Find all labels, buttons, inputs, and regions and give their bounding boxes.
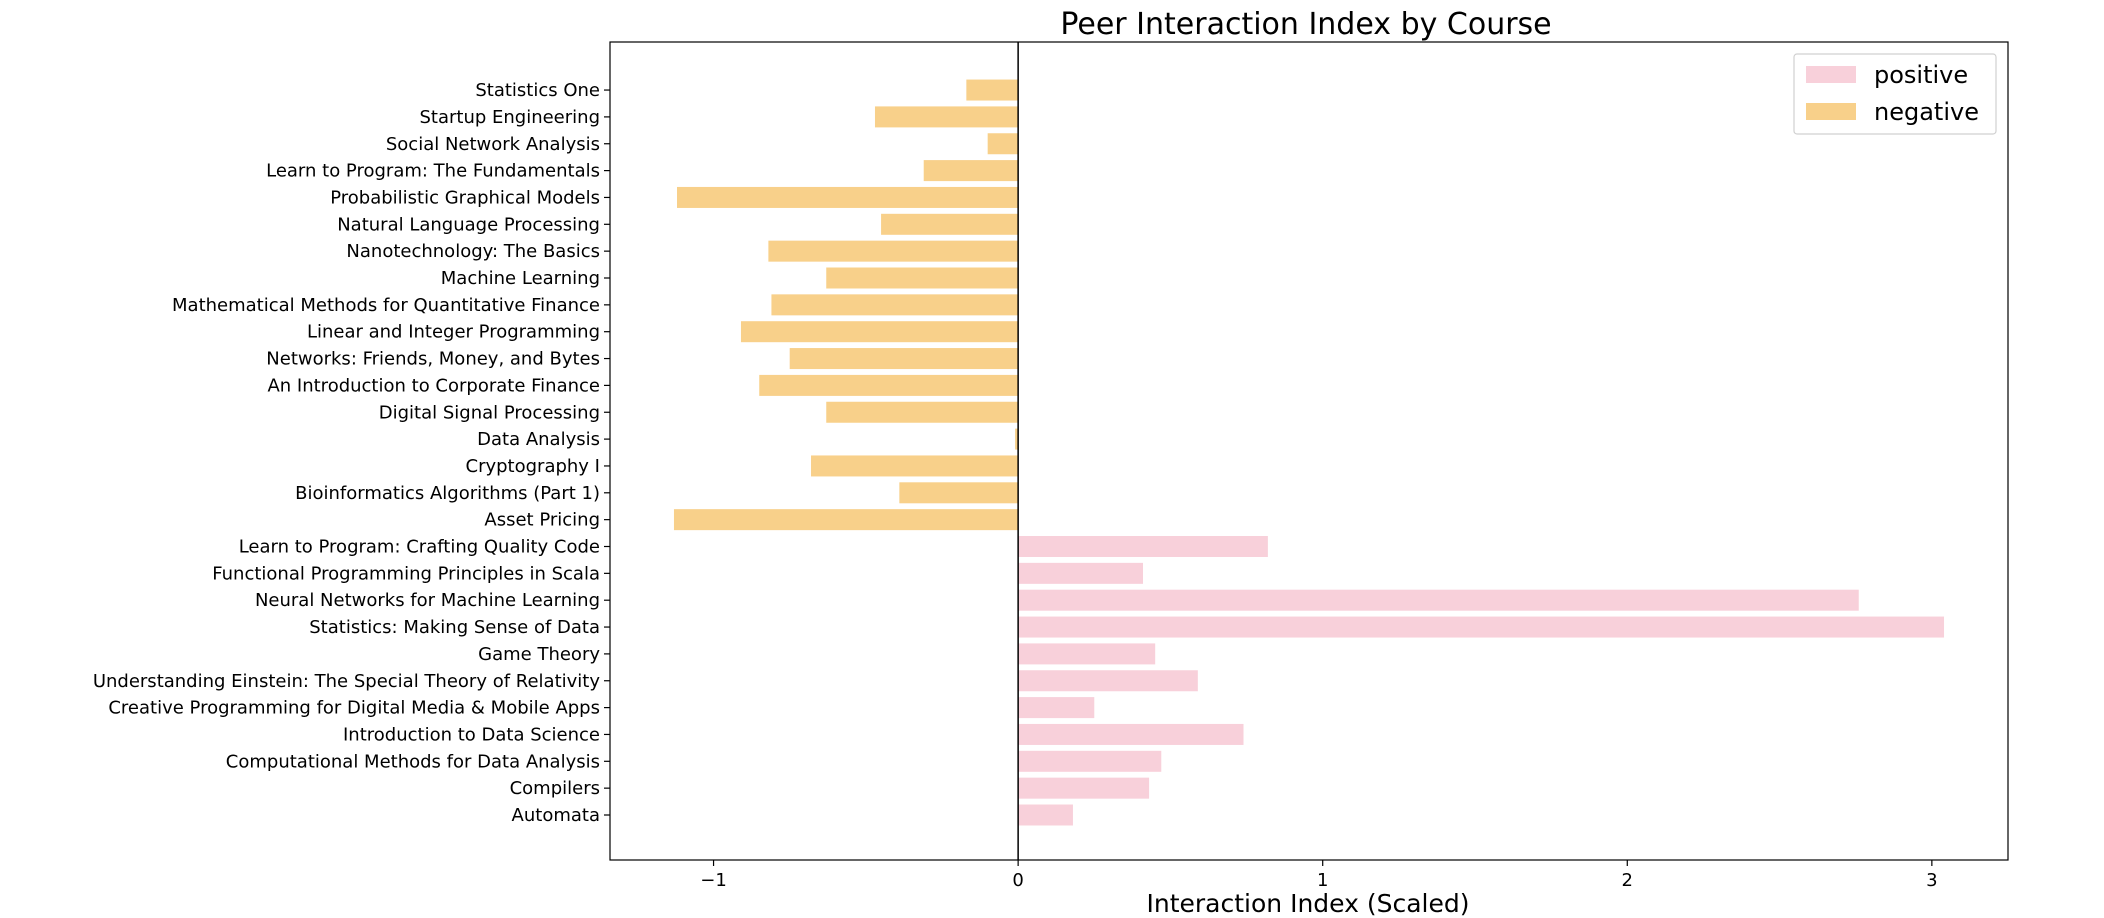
bar — [881, 213, 1019, 235]
y-tick-label: Game Theory — [478, 644, 600, 665]
bar — [1018, 723, 1244, 745]
y-tick-label: Computational Methods for Data Analysis — [226, 751, 600, 772]
y-tick-label: Probabilistic Graphical Models — [330, 187, 600, 208]
bar — [874, 106, 1019, 128]
bar — [1015, 428, 1019, 450]
bar — [1018, 670, 1198, 692]
y-tick-label: Statistics One — [475, 80, 600, 101]
bar — [1018, 536, 1268, 557]
bar — [1018, 616, 1945, 638]
y-tick-label: Startup Engineering — [419, 107, 600, 128]
y-tick-label: Statistics: Making Sense of Data — [309, 617, 600, 638]
x-tick-label: 0 — [1012, 870, 1023, 891]
bar — [1018, 697, 1095, 719]
bar — [1018, 804, 1073, 826]
y-tick-label: Natural Language Processing — [337, 214, 600, 235]
y-tick-label: Nanotechnology: The Basics — [346, 241, 600, 262]
x-tick-label: −1 — [700, 870, 727, 891]
bars — [673, 79, 1945, 826]
y-tick-label: Asset Pricing — [484, 510, 600, 531]
y-tick-label: Social Network Analysis — [386, 134, 600, 155]
plot-frame — [609, 41, 2009, 861]
bar — [826, 267, 1019, 289]
bar — [1018, 643, 1156, 665]
y-axis: Automata Compilers Computational Methods f… — [93, 80, 610, 826]
y-tick-label: Neural Networks for Machine Learning — [255, 590, 600, 611]
x-axis: −1 0 1 2 3 — [700, 860, 1938, 891]
y-tick-label: Cryptography I — [466, 456, 601, 477]
bar — [789, 348, 1019, 370]
legend-label-positive: positive — [1874, 61, 1968, 89]
x-axis-label: Interaction Index (Scaled) — [1147, 889, 1470, 918]
bar — [768, 240, 1019, 262]
y-tick-label: Data Analysis — [477, 429, 600, 450]
y-tick-label: Compilers — [510, 778, 600, 799]
bar — [740, 321, 1019, 343]
bar — [1018, 777, 1150, 799]
bar — [759, 374, 1019, 396]
legend-label-negative: negative — [1874, 98, 1979, 126]
bar — [673, 509, 1019, 531]
chart-title: Peer Interaction Index by Course — [1060, 7, 1551, 42]
bar — [1018, 589, 1859, 611]
bar — [987, 133, 1019, 155]
y-tick-label: Bioinformatics Algorithms (Part 1) — [295, 483, 600, 504]
bar — [677, 186, 1019, 208]
y-tick-label: Automata — [512, 805, 600, 826]
y-tick-label: Linear and Integer Programming — [307, 322, 600, 343]
y-tick-label: Introduction to Data Science — [343, 724, 600, 745]
legend-swatch-positive — [1806, 66, 1856, 83]
x-tick-label: 1 — [1317, 870, 1328, 891]
bar — [923, 160, 1019, 182]
y-tick-label: Understanding Einstein: The Special Theo… — [93, 671, 601, 692]
y-tick-label: Functional Programming Principles in Sca… — [212, 563, 600, 584]
x-tick-label: 2 — [1622, 870, 1633, 891]
bar — [1018, 562, 1144, 584]
bar — [966, 79, 1019, 101]
y-tick-label: Creative Programming for Digital Media &… — [108, 698, 600, 719]
y-tick-label: Digital Signal Processing — [379, 402, 600, 423]
bar — [826, 401, 1019, 423]
y-tick-label: Mathematical Methods for Quantitative Fi… — [172, 295, 600, 316]
y-tick-label: Learn to Program: The Fundamentals — [266, 161, 600, 182]
legend-swatch-negative — [1806, 103, 1856, 120]
y-tick-label: Machine Learning — [441, 268, 600, 289]
y-tick-label: Learn to Program: Crafting Quality Code — [239, 537, 600, 558]
bar — [771, 294, 1019, 316]
bar — [1018, 750, 1162, 772]
y-tick-label: Networks: Friends, Money, and Bytes — [266, 349, 600, 370]
x-tick-label: 3 — [1926, 870, 1937, 891]
y-tick-label: An Introduction to Corporate Finance — [267, 375, 600, 396]
legend: positive negative — [1793, 53, 1997, 135]
bar — [899, 482, 1019, 504]
bar — [811, 455, 1019, 477]
